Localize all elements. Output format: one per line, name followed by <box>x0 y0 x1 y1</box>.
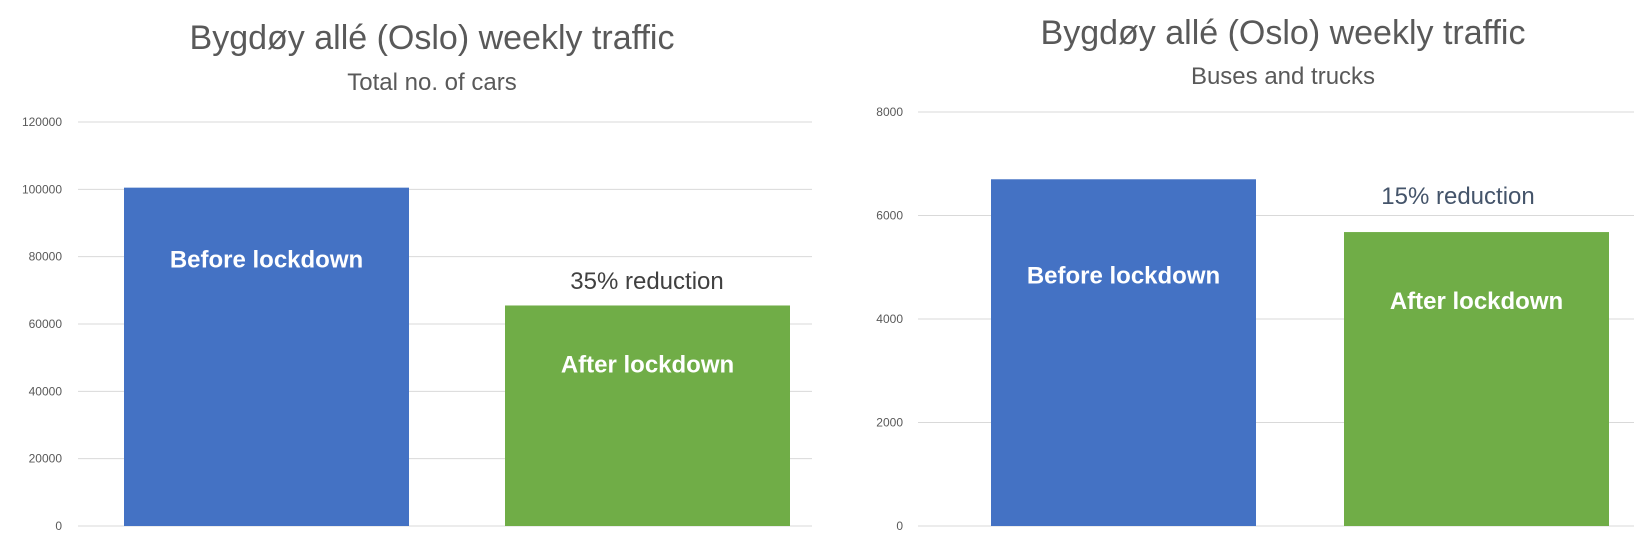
chart-subtitle: Buses and trucks <box>1191 63 1375 90</box>
y-tick-label: 8000 <box>876 105 903 119</box>
bar-label-before-lockdown: Before lockdown <box>1027 262 1220 289</box>
y-tick-label: 80000 <box>29 250 63 264</box>
y-tick-label: 40000 <box>29 384 63 398</box>
chart-subtitle: Total no. of cars <box>347 69 516 96</box>
y-axis: 0 2000 4000 6000 8000 <box>876 105 903 533</box>
chart-title: Bygdøy allé (Oslo) weekly traffic <box>1041 14 1526 52</box>
y-tick-label: 20000 <box>29 452 63 466</box>
bar-label-before-lockdown: Before lockdown <box>170 247 363 274</box>
y-tick-label: 0 <box>55 519 62 533</box>
bar-label-after-lockdown: After lockdown <box>1390 288 1563 315</box>
bar-before-lockdown <box>991 179 1256 526</box>
reduction-annotation: 35% reduction <box>570 268 723 295</box>
y-tick-label: 4000 <box>876 312 903 326</box>
bar-after-lockdown <box>505 305 790 526</box>
y-tick-label: 60000 <box>29 317 63 331</box>
y-tick-label: 0 <box>896 519 903 533</box>
bar-label-after-lockdown: After lockdown <box>561 351 734 378</box>
y-tick-label: 2000 <box>876 416 903 430</box>
chart-title: Bygdøy allé (Oslo) weekly traffic <box>190 19 675 57</box>
bar-after-lockdown <box>1344 232 1609 526</box>
bar-group: Before lockdown After lockdown <box>124 187 790 526</box>
bar-before-lockdown <box>124 187 409 526</box>
y-axis: 0 20000 40000 60000 80000 100000 120000 <box>22 115 62 533</box>
chart-total-cars: Bygdøy allé (Oslo) weekly traffic Total … <box>22 19 812 533</box>
y-tick-label: 100000 <box>22 182 62 196</box>
reduction-annotation: 15% reduction <box>1381 183 1534 210</box>
bar-group: Before lockdown After lockdown <box>991 179 1609 526</box>
chart-buses-trucks: Bygdøy allé (Oslo) weekly traffic Buses … <box>876 14 1634 533</box>
y-tick-label: 120000 <box>22 115 62 129</box>
y-tick-label: 6000 <box>876 209 903 223</box>
